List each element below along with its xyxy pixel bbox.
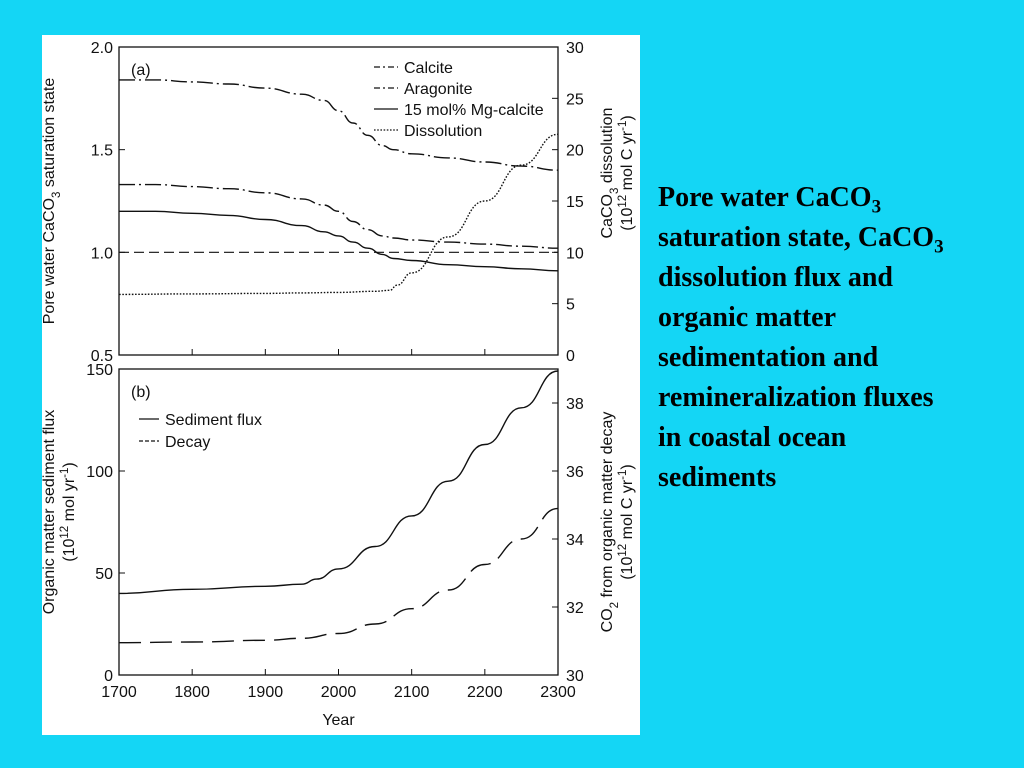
x-tick-label: 1700 <box>101 684 137 701</box>
caption-line-8: sediments <box>658 462 777 493</box>
y-tick-label-left: 1.5 <box>91 143 113 160</box>
y-tick-label-right: 30 <box>566 40 584 57</box>
y-tick-label-left: 2.0 <box>91 40 113 57</box>
x-axis-label: Year <box>322 712 355 729</box>
legend-label: Aragonite <box>404 81 473 98</box>
panel-label: (a) <box>131 62 151 79</box>
y-tick-label-left: 1.0 <box>91 245 113 262</box>
caption-line-7: in coastal ocean <box>658 422 847 453</box>
y-tick-label-left: 50 <box>95 566 113 583</box>
caption-line-6: remineralization fluxes <box>658 382 934 413</box>
legend-label: Calcite <box>404 60 453 77</box>
legend: Calcite Aragonite 15 mol% Mg-calcite Dissol… <box>374 60 544 140</box>
panel-0: 0.5 1.0 1.5 2.0 0 5 10 15 20 25 30 (a) Calcite Aragon… <box>42 40 636 365</box>
series-line-sediment-flux <box>118 370 559 595</box>
y-tick-label-right: 25 <box>566 91 584 108</box>
series-line-15-mol-mg-calcite <box>119 210 559 272</box>
y-tick-label-right: 20 <box>566 143 584 160</box>
caption-line-4: organic matter <box>658 302 837 333</box>
caption-line-1: Pore water CaCO3 <box>658 182 882 218</box>
y-tick-label-right: 36 <box>566 464 584 481</box>
y-tick-label-right: 32 <box>566 600 584 617</box>
x-tick-label: 2000 <box>321 684 357 701</box>
caption-line-3: dissolution flux and <box>658 262 893 293</box>
y-tick-label-right: 30 <box>566 668 584 685</box>
caption-line-5: sedimentation and <box>658 342 879 373</box>
y-tick-label-right: 38 <box>566 396 584 413</box>
y-tick-label-right: 5 <box>566 297 575 314</box>
y-axis-label-left: Pore water CaCO3 saturation state <box>42 78 63 325</box>
legend-label: 15 mol% Mg-calcite <box>404 102 544 119</box>
plot-frame <box>118 46 559 356</box>
x-tick-label: 2100 <box>394 684 430 701</box>
x-tick-label: 1800 <box>174 684 210 701</box>
slide-caption: Pore water CaCO3 saturation state, CaCO3… <box>658 178 1018 498</box>
y-tick-label-left: 150 <box>86 362 113 379</box>
panel-1: 0 50 100 150 30 32 34 36 38 1700 1800 1900 2000 2100 2… <box>42 362 636 729</box>
y-tick-label-left: 0 <box>104 668 113 685</box>
legend-label: Decay <box>165 434 210 451</box>
y-tick-label-right: 34 <box>566 532 584 549</box>
y-tick-label-right: 10 <box>566 245 584 262</box>
series-line-aragonite <box>119 79 559 171</box>
x-tick-label: 2200 <box>467 684 503 701</box>
legend-label: Dissolution <box>404 123 482 140</box>
y-tick-label-left: 0.5 <box>91 348 113 365</box>
panel-label: (b) <box>131 384 151 401</box>
y-axis-label-right: CaCO3 dissolution <box>599 108 621 239</box>
figure-panel: 0.5 1.0 1.5 2.0 0 5 10 15 20 25 30 (a) Calcite Aragon… <box>42 35 640 735</box>
caption-line-2: saturation state, CaCO3 <box>658 222 944 258</box>
y-axis-label-left: Organic matter sediment flux <box>42 410 58 615</box>
series-line-dissolution <box>118 133 559 296</box>
y-tick-label-left: 100 <box>86 464 113 481</box>
series-line-calcite <box>119 183 559 249</box>
y-tick-label-right: 0 <box>566 348 575 365</box>
figure-chart: 0.5 1.0 1.5 2.0 0 5 10 15 20 25 30 (a) Calcite Aragon… <box>42 40 636 729</box>
x-tick-label: 1900 <box>248 684 284 701</box>
y-axis-label-right: CO2 from organic matter decay <box>599 412 621 633</box>
legend: Sediment flux Decay <box>139 412 262 451</box>
legend-label: Sediment flux <box>165 412 262 429</box>
y-axis-label-right-units: (1012 mol C yr-1) <box>617 464 636 580</box>
y-axis-label-right-units: (1012 mol C yr-1) <box>617 115 636 231</box>
y-tick-label-right: 15 <box>566 194 584 211</box>
series-line-decay <box>118 507 559 644</box>
y-axis-label-left-units: (1012 mol yr-1) <box>59 462 78 562</box>
x-tick-label: 2300 <box>540 684 576 701</box>
